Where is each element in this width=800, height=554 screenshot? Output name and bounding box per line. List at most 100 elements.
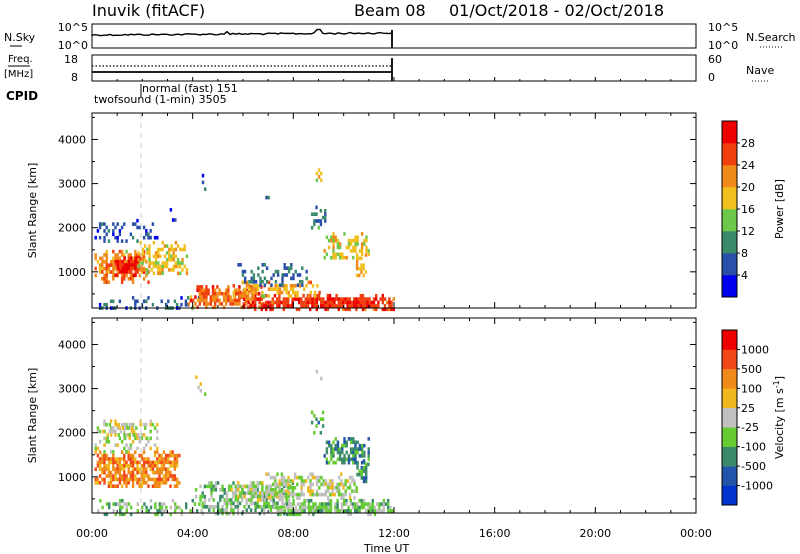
data-cell — [114, 443, 117, 447]
data-cell — [164, 474, 168, 478]
data-cell — [247, 498, 251, 502]
data-cell — [145, 273, 148, 278]
data-cell — [301, 509, 304, 513]
data-cell — [234, 484, 237, 489]
data-cell — [222, 295, 226, 299]
data-cell — [134, 302, 137, 307]
data-cell — [98, 439, 102, 444]
data-cell — [292, 273, 295, 277]
data-cell — [344, 300, 347, 305]
data-cell — [179, 271, 182, 276]
data-cell — [241, 494, 244, 499]
data-cell — [289, 492, 292, 497]
data-cell — [320, 178, 323, 183]
data-cell — [276, 501, 279, 506]
data-cell — [164, 457, 168, 461]
data-cell — [265, 293, 268, 298]
colorbar-tick-label: 20 — [741, 181, 755, 194]
data-cell — [346, 307, 349, 312]
data-cell — [315, 304, 318, 308]
data-cell — [156, 470, 159, 475]
data-cell — [103, 253, 106, 257]
cpid-label: CPID — [6, 89, 38, 103]
data-cell — [138, 481, 141, 485]
data-cell — [313, 431, 316, 435]
data-cell — [358, 256, 361, 261]
data-cell — [283, 284, 286, 288]
data-cell — [342, 496, 345, 500]
data-cell — [320, 297, 323, 301]
data-cell — [360, 469, 363, 473]
data-cell — [337, 482, 341, 487]
data-cell — [252, 284, 255, 288]
data-cell — [118, 256, 122, 261]
data-cell — [183, 264, 186, 269]
data-cell — [164, 460, 168, 465]
y-tick-label: 3000 — [58, 383, 86, 396]
data-cell — [287, 508, 290, 512]
data-cell — [120, 277, 124, 281]
data-cell — [353, 482, 356, 487]
data-cell — [343, 457, 346, 462]
data-cell — [358, 509, 361, 513]
data-cell — [156, 464, 159, 468]
data-cell — [136, 299, 139, 304]
data-cell — [236, 291, 239, 296]
data-cell — [160, 470, 163, 475]
data-cell — [260, 304, 263, 308]
data-cell — [363, 443, 366, 448]
data-cell — [250, 484, 253, 489]
data-cell — [294, 505, 297, 510]
data-cell — [221, 505, 224, 509]
data-cell — [109, 299, 113, 304]
data-cell — [125, 443, 128, 447]
data-cell — [347, 460, 351, 465]
data-cell — [340, 505, 344, 510]
data-cell — [321, 417, 325, 421]
data-cell — [278, 492, 281, 497]
data-cell — [307, 512, 311, 517]
data-cell — [170, 247, 173, 252]
data-cell — [105, 225, 108, 230]
data-cell — [176, 271, 180, 276]
data-cell — [363, 242, 366, 246]
data-cell — [142, 477, 146, 482]
data-cell — [342, 307, 345, 312]
data-cell — [147, 232, 150, 237]
data-cell — [333, 297, 336, 301]
data-cell — [134, 433, 137, 437]
data-cell — [198, 298, 201, 303]
data-cell — [294, 290, 297, 295]
data-cell — [367, 447, 370, 451]
data-cell — [145, 509, 148, 513]
data-cell — [164, 467, 168, 471]
data-cell — [121, 498, 124, 503]
colorbar-segment — [722, 388, 737, 409]
data-cell — [359, 293, 362, 298]
data-cell — [139, 240, 142, 245]
data-cell — [153, 235, 157, 240]
y-tick-label: 4000 — [58, 338, 86, 351]
data-cell — [179, 247, 182, 252]
data-cell — [125, 273, 128, 278]
data-cell — [336, 509, 339, 513]
data-cell — [157, 271, 160, 276]
data-cell — [218, 298, 221, 303]
data-cell — [298, 475, 301, 480]
data-cell — [101, 453, 104, 458]
data-cell — [283, 266, 286, 270]
data-cell — [300, 479, 303, 483]
data-cell — [334, 509, 337, 513]
data-cell — [303, 509, 306, 513]
data-cell — [210, 481, 213, 485]
data-cell — [127, 450, 130, 454]
data-cell — [367, 249, 370, 253]
data-cell — [254, 300, 257, 305]
data-cell — [232, 284, 235, 288]
data-cell — [156, 422, 159, 427]
data-cell — [222, 298, 226, 303]
data-cell — [125, 266, 129, 271]
x-tick-label: 04:00 — [177, 527, 209, 540]
data-cell — [94, 235, 97, 240]
data-cell — [298, 273, 302, 277]
